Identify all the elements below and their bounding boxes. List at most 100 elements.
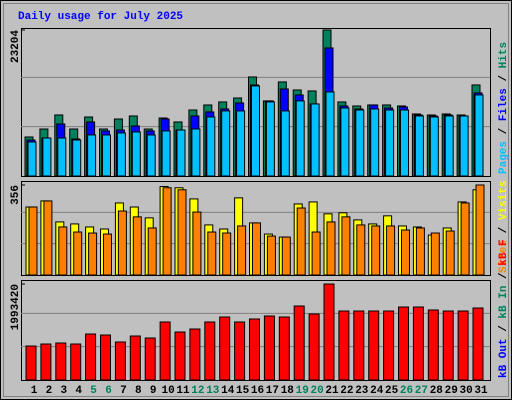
- bar: [472, 307, 484, 381]
- bar: [161, 130, 171, 177]
- y-tick-label: 1993420: [10, 284, 22, 330]
- legend-entry: Pages: [498, 141, 510, 174]
- legend-separator: /: [498, 68, 510, 88]
- x-tick-label: 17: [266, 385, 279, 397]
- legend-entry: Sites: [498, 240, 510, 273]
- bar: [442, 310, 454, 381]
- x-tick-label: 28: [430, 385, 444, 397]
- bar: [57, 137, 67, 177]
- bar: [147, 227, 157, 276]
- bar: [43, 200, 53, 276]
- x-tick-label: 6: [105, 385, 112, 397]
- x-tick-label: 11: [176, 385, 190, 397]
- x-tick-label: 22: [340, 385, 353, 397]
- bar: [103, 233, 112, 276]
- x-tick-label: 10: [161, 385, 174, 397]
- bar: [114, 341, 126, 381]
- bar: [340, 107, 350, 177]
- bar: [278, 316, 290, 381]
- bar: [475, 184, 485, 276]
- bar: [222, 232, 232, 276]
- legend-entry: Visits: [498, 181, 510, 221]
- bar: [371, 225, 381, 276]
- bar: [72, 139, 82, 177]
- bar: [252, 222, 261, 276]
- bar: [400, 109, 409, 177]
- x-tick-label: 26: [400, 385, 413, 397]
- bar: [132, 216, 142, 276]
- x-tick-label: 3: [60, 385, 67, 397]
- legend-entry: kB F: [498, 239, 510, 265]
- x-tick-label: 9: [150, 385, 157, 397]
- x-tick-label: 7: [120, 385, 127, 397]
- bar: [325, 91, 335, 177]
- bar: [368, 310, 380, 381]
- x-tick-label: 19: [296, 385, 309, 397]
- bar: [414, 115, 424, 177]
- bar: [219, 316, 231, 381]
- chart-title: Daily usage for July 2025: [18, 11, 183, 23]
- bar: [356, 224, 366, 276]
- bar: [237, 225, 247, 276]
- bar: [293, 305, 305, 381]
- bar: [129, 335, 141, 381]
- bar: [429, 116, 439, 177]
- bar: [249, 318, 260, 381]
- bar: [323, 283, 335, 381]
- x-tick-label: 18: [281, 385, 295, 397]
- bar: [370, 108, 380, 177]
- bar: [310, 103, 320, 177]
- bar: [144, 337, 156, 381]
- bar: [412, 306, 424, 381]
- bar: [191, 128, 201, 177]
- bar: [383, 310, 395, 381]
- bar: [27, 141, 37, 177]
- y-tick-label: 23204: [10, 30, 22, 63]
- bar: [385, 109, 395, 177]
- bar: [102, 134, 111, 177]
- bar: [189, 328, 201, 381]
- legend-separator: /: [498, 266, 510, 286]
- frame-inner: [3, 3, 509, 397]
- bar: [146, 134, 156, 177]
- bar: [117, 210, 127, 276]
- bar: [341, 216, 351, 276]
- legend-entry: Hits: [498, 42, 510, 68]
- bar: [474, 94, 484, 177]
- x-tick-label: 31: [474, 385, 488, 397]
- x-tick-label: 2: [46, 385, 53, 397]
- bar: [266, 235, 276, 276]
- x-tick-label: 13: [206, 385, 220, 397]
- bar: [207, 231, 217, 276]
- bar: [386, 225, 396, 276]
- x-tick-label: 1: [31, 385, 38, 397]
- bar: [401, 229, 410, 276]
- bar: [192, 211, 202, 276]
- bar: [445, 230, 455, 276]
- bar: [70, 343, 82, 381]
- legend-entry: kB Out: [498, 338, 510, 378]
- bar: [88, 232, 98, 276]
- bar: [355, 109, 365, 177]
- bar: [296, 207, 306, 276]
- bar: [159, 321, 171, 381]
- bar: [73, 231, 83, 276]
- legend-entry: Files: [498, 88, 510, 121]
- bar: [204, 321, 216, 381]
- x-tick-label: 8: [135, 385, 142, 397]
- bar: [265, 101, 275, 177]
- bar: [85, 333, 97, 381]
- bar: [162, 187, 172, 276]
- legend: Pages / Files / Hits: [498, 42, 510, 174]
- bar: [444, 115, 454, 177]
- bar: [234, 321, 246, 381]
- x-tick-label: 24: [370, 385, 384, 397]
- bar: [236, 110, 246, 177]
- bar: [415, 227, 425, 276]
- x-tick-label: 15: [236, 385, 250, 397]
- bar: [398, 306, 409, 381]
- bar: [281, 236, 291, 276]
- x-tick-label: 21: [325, 385, 339, 397]
- bar: [430, 232, 440, 276]
